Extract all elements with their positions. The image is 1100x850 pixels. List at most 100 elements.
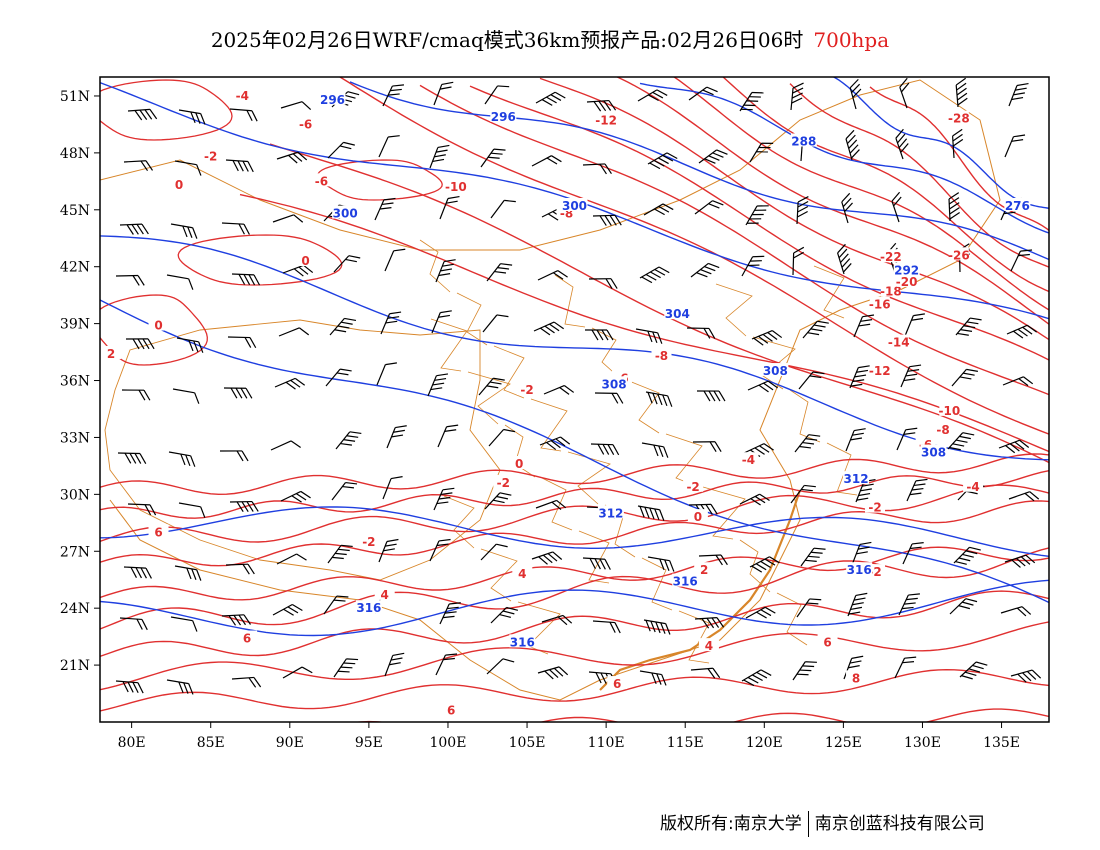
temperature-label: -18 [880, 284, 902, 298]
label-background [355, 600, 382, 614]
temperature-label: 4 [518, 567, 526, 581]
wind-barb [335, 431, 362, 450]
wind-barb [221, 222, 250, 235]
wind-barb [792, 246, 805, 276]
wind-barb [276, 151, 308, 164]
temperature-label: 2 [700, 563, 708, 577]
province-boundary [554, 274, 586, 328]
province-boundary [541, 477, 573, 531]
wind-barb [119, 223, 149, 235]
footer-right: 南京创蓝科技有限公司 [814, 814, 985, 834]
province-boundary [826, 442, 858, 496]
wind-barb [688, 86, 718, 101]
label-background [607, 676, 628, 690]
height-labels: 296 296 288 276 300 300 292 304 308 308 308 312 312 3… [319, 91, 1031, 649]
height-label: 296 [491, 110, 516, 124]
copyright-footer: 版权所有:南京大学 南京创蓝科技有限公司 [660, 809, 985, 837]
wind-barb [484, 85, 510, 105]
wind-barb [955, 317, 982, 336]
province-boundary [578, 530, 610, 584]
wind-barb [537, 270, 568, 281]
label-background [441, 702, 462, 716]
temperature-label: -14 [888, 336, 910, 350]
label-background [687, 509, 708, 523]
wind-barb [741, 669, 772, 687]
wind-barb [1004, 554, 1036, 568]
wind-barb [792, 661, 817, 681]
height-label: 308 [763, 364, 788, 378]
wind-barb [637, 505, 665, 521]
temperature-label: 4 [381, 588, 389, 602]
wind-barb [948, 192, 960, 222]
temperature-isotherm [339, 77, 1049, 435]
wind-barb [841, 192, 853, 224]
temperature-label: -6 [299, 117, 312, 131]
wind-barb [490, 606, 519, 624]
province-boundary [641, 557, 673, 611]
wind-barb [688, 503, 718, 515]
wind-barb [231, 676, 262, 688]
wind-barb [696, 390, 726, 402]
label-background [358, 533, 379, 547]
wind-barb [229, 500, 259, 513]
province-boundary [493, 345, 525, 399]
lon-tick-label: 100E [429, 735, 466, 751]
wind-barb [584, 329, 614, 341]
wind-barb [891, 191, 902, 223]
axes: 51N 48N 45N 42N 39N 36N 33N 30N 27N 24N 21N 80E 85E 9… [60, 89, 1020, 751]
wind-barb [802, 320, 829, 339]
wind-barb [174, 160, 202, 176]
temperature-isotherm [100, 547, 1049, 630]
temperature-isotherm [100, 294, 208, 366]
height-label: 312 [844, 472, 869, 486]
label-background [664, 306, 691, 320]
temperature-label: 6 [613, 677, 621, 691]
temperature-label: -20 [896, 275, 918, 289]
wind-barb [749, 142, 774, 163]
province-boundary [567, 451, 611, 505]
wind-barb [127, 503, 157, 516]
height-contour [100, 235, 1049, 461]
height-label: 296 [320, 93, 345, 107]
wind-barb [331, 481, 358, 501]
province-boundary [530, 398, 568, 452]
wind-barb [847, 592, 868, 617]
temperature-isotherm [100, 470, 1049, 519]
lat-tick-label: 36N [60, 374, 90, 390]
wind-barb [166, 679, 194, 695]
label-background [517, 382, 538, 396]
wind-barb [531, 551, 563, 565]
province-boundary [430, 318, 468, 372]
wind-barb [333, 658, 359, 678]
wind-barb [272, 603, 303, 616]
wind-barb [647, 152, 678, 170]
wind-barb [800, 547, 826, 567]
temperature-label: 8 [852, 671, 860, 685]
label-background [846, 562, 873, 576]
wind-barb [588, 278, 618, 289]
wind-barb [115, 680, 144, 694]
wind-barb [170, 616, 198, 632]
wind-barb [231, 273, 261, 286]
label-background [237, 630, 258, 644]
label-background [148, 317, 169, 331]
label-background [865, 499, 886, 513]
wind-barb [1002, 376, 1034, 387]
wind-barb [221, 614, 251, 626]
temperature-label: -12 [595, 114, 617, 128]
wind-barb [178, 502, 206, 518]
province-boundary [789, 389, 821, 443]
wind-barb [899, 77, 910, 109]
lat-tick-label: 21N [60, 658, 90, 674]
temperature-isotherm [615, 77, 1049, 325]
wind-barb [1000, 606, 1032, 617]
wind-barb [586, 99, 617, 112]
wind-barb [845, 428, 866, 452]
temperature-label: 6 [447, 704, 455, 718]
label-background [319, 91, 346, 105]
wind-barb [376, 362, 397, 386]
wind-barb [488, 428, 516, 447]
wind-barb [127, 108, 158, 121]
province-boundary [715, 283, 753, 337]
